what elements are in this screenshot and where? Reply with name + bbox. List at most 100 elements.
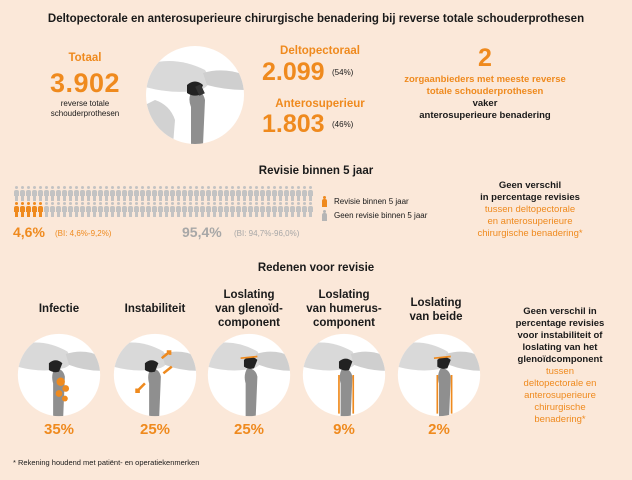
person-not-revised-icon (31, 186, 37, 201)
glenoid-loosening-shoulder-icon (207, 333, 291, 417)
anterosuperior-value: 1.803 (262, 110, 325, 138)
anterosuperior-label: Anterosuperieur (275, 98, 365, 110)
person-not-revised-icon (301, 186, 307, 201)
revision-note-line-2: in percentage revisies (480, 192, 580, 203)
person-not-revised-icon (277, 202, 283, 217)
person-not-revised-icon (295, 186, 301, 201)
person-not-revised-icon (61, 202, 67, 217)
providers-text-orange: zorgaanbieders met meeste reverse totale… (395, 74, 575, 98)
person-not-revised-icon (97, 202, 103, 217)
total-sub-line-1: reverse totale (60, 99, 110, 108)
person-not-revised-icon (55, 202, 61, 217)
person-not-revised-icon (223, 186, 229, 201)
reason-2-line-0: Loslating (223, 289, 275, 301)
providers-line-4: anterosuperieure benadering (419, 110, 551, 121)
reasons-note-line-7: deltopectorale en (523, 378, 597, 389)
person-not-revised-icon (229, 186, 235, 201)
revision-title: Revisie binnen 5 jaar (258, 165, 374, 177)
person-not-revised-icon (265, 186, 271, 201)
legend-item-not-revised: Geen revisie binnen 5 jaar (321, 208, 427, 222)
person-not-revised-icon (271, 202, 277, 217)
reason-pct-both: 2% (428, 421, 450, 438)
anterosuperior-pct: (46%) (332, 120, 354, 129)
person-not-revised-icon (163, 202, 169, 217)
total-subtitle: reverse totale schouderprothesen (30, 99, 140, 119)
providers-text-black: vaker anterosuperieure benadering (395, 98, 575, 122)
person-orange-icon (321, 195, 328, 207)
reason-label-glenoid-loosening: Loslating van glenoïd- component (204, 288, 294, 330)
person-not-revised-icon (13, 186, 19, 201)
person-not-revised-icon (253, 186, 259, 201)
person-not-revised-icon (259, 202, 265, 217)
infection-shoulder-icon (17, 333, 101, 417)
person-not-revised-icon (247, 186, 253, 201)
person-not-revised-icon (169, 186, 175, 201)
person-grey-icon (321, 209, 328, 221)
person-not-revised-icon (187, 186, 193, 201)
person-not-revised-icon (127, 202, 133, 217)
person-not-revised-icon (301, 202, 307, 217)
reason-2-line-1: van glenoïd- (215, 303, 283, 315)
shoulder-prosthesis-illustration (146, 46, 244, 144)
person-not-revised-icon (85, 186, 91, 201)
person-not-revised-icon (61, 186, 67, 201)
person-not-revised-icon (199, 186, 205, 201)
person-not-revised-icon (205, 186, 211, 201)
person-not-revised-icon (211, 202, 217, 217)
person-not-revised-icon (307, 186, 313, 201)
reason-3-line-2: component (313, 317, 375, 329)
person-not-revised-icon (121, 186, 127, 201)
person-not-revised-icon (145, 186, 151, 201)
person-not-revised-icon (229, 202, 235, 217)
person-not-revised-icon (289, 186, 295, 201)
person-not-revised-icon (217, 186, 223, 201)
person-not-revised-icon (241, 202, 247, 217)
person-not-revised-icon (307, 202, 313, 217)
reason-4-line-0: Loslating (410, 297, 462, 309)
legend-revised-label: Revisie binnen 5 jaar (334, 196, 409, 206)
providers-line-1: zorgaanbieders met meeste reverse (404, 74, 566, 85)
person-not-revised-icon (151, 202, 157, 217)
deltopectoral-value: 2.099 (262, 58, 325, 86)
providers-count: 2 (478, 44, 492, 72)
legend-item-revised: Revisie binnen 5 jaar (321, 194, 427, 208)
person-not-revised-icon (103, 202, 109, 217)
person-not-revised-icon (67, 186, 73, 201)
reason-3-line-1: van humerus- (306, 303, 382, 315)
person-not-revised-icon (133, 202, 139, 217)
person-not-revised-icon (73, 202, 79, 217)
person-not-revised-icon (37, 186, 43, 201)
person-not-revised-icon (241, 186, 247, 201)
revision-note-line-1: Geen verschil (498, 180, 562, 191)
deltopectoral-pct: (54%) (332, 68, 354, 77)
person-not-revised-icon (97, 186, 103, 201)
reasons-title: Redenen voor revisie (257, 262, 375, 274)
person-not-revised-icon (49, 202, 55, 217)
person-not-revised-icon (175, 202, 181, 217)
person-not-revised-icon (85, 202, 91, 217)
person-not-revised-icon (139, 186, 145, 201)
person-revised-icon (13, 202, 19, 217)
revised-pct: 4,6% (13, 224, 45, 240)
person-revised-icon (37, 202, 43, 217)
reasons-note-line-5: glenoïdcomponent (517, 354, 603, 365)
person-not-revised-icon (259, 186, 265, 201)
reason-pct-glenoid: 25% (233, 421, 265, 438)
not-revised-pct: 95,4% (182, 224, 222, 240)
person-not-revised-icon (25, 186, 31, 201)
person-not-revised-icon (175, 186, 181, 201)
legend-not-revised-label: Geen revisie binnen 5 jaar (334, 210, 428, 220)
person-not-revised-icon (49, 186, 55, 201)
people-row (13, 202, 313, 218)
reasons-no-difference-note: Geen verschil in percentage revisies voo… (495, 306, 625, 426)
person-not-revised-icon (199, 202, 205, 217)
person-not-revised-icon (193, 202, 199, 217)
total-sub-line-2: schouderprothesen (50, 109, 120, 118)
person-not-revised-icon (157, 186, 163, 201)
person-not-revised-icon (55, 186, 61, 201)
person-not-revised-icon (235, 186, 241, 201)
person-not-revised-icon (253, 202, 259, 217)
footnote: * Rekening houdend met patiënt- en opera… (13, 458, 200, 467)
person-not-revised-icon (157, 202, 163, 217)
reason-label-instability: Instabiliteit (110, 302, 200, 316)
